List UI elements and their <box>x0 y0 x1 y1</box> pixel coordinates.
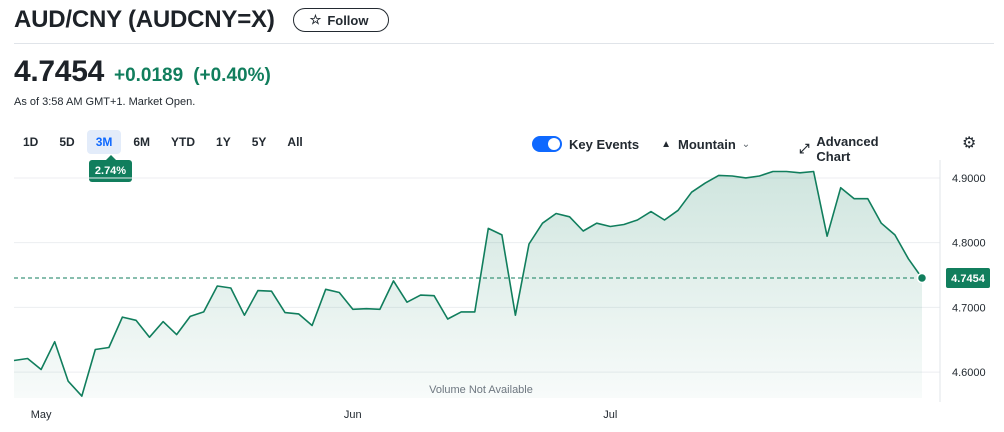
toggle-knob <box>548 138 560 150</box>
header: AUD/CNY (AUDCNY=X) ☆ Follow <box>14 6 390 34</box>
market-status: As of 3:58 AM GMT+1. Market Open. <box>14 96 196 108</box>
follow-button[interactable]: ☆ Follow <box>292 8 390 32</box>
range-5y[interactable]: 5Y <box>251 135 267 149</box>
current-price: 4.7454 <box>14 55 104 88</box>
y-tick-label: 4.7000 <box>952 302 986 314</box>
follow-label: Follow <box>327 12 369 28</box>
range-1d[interactable]: 1D <box>23 135 39 149</box>
range-1y[interactable]: 1Y <box>216 135 231 149</box>
last-price-label: 4.7454 <box>951 273 986 285</box>
key-events-toggle[interactable] <box>532 136 562 152</box>
x-tick-label: Jul <box>603 409 617 421</box>
y-tick-label: 4.6000 <box>952 367 986 379</box>
y-tick-label: 4.9000 <box>952 173 986 185</box>
range-ytd[interactable]: YTD <box>171 135 196 149</box>
key-events-label: Key Events <box>569 136 640 152</box>
range-6m[interactable]: 6M <box>133 135 151 149</box>
advanced-chart-button[interactable]: ⤢ Advanced Chart <box>799 134 879 164</box>
range-all[interactable]: All <box>287 135 303 149</box>
chevron-down-icon: ⌄ <box>741 138 751 150</box>
volume-note: Volume Not Available <box>429 384 533 396</box>
x-tick-label: Jun <box>344 409 362 421</box>
last-price-dot <box>916 272 928 284</box>
price-change-percent: (+0.40%) <box>193 65 271 86</box>
page-title: AUD/CNY (AUDCNY=X) <box>14 6 275 33</box>
x-tick-label: May <box>31 409 52 421</box>
range-selector: 1D 5D 3M 6M YTD 1Y 5Y All <box>14 130 315 154</box>
expand-arrows-icon: ⤢ <box>799 141 810 156</box>
range-3m[interactable]: 3M <box>86 130 122 154</box>
header-divider <box>14 43 994 44</box>
y-tick-label: 4.8000 <box>952 238 986 250</box>
chart-type-label: Mountain <box>678 136 736 152</box>
last-price-tag <box>946 268 990 289</box>
gear-icon[interactable]: ⚙ <box>962 135 977 152</box>
price-area <box>14 171 922 398</box>
price-line <box>13 170 923 397</box>
star-icon: ☆ <box>309 12 322 27</box>
chart-controls: Key Events ▲ Mountain ⌄ ⤢ Advanced Chart… <box>532 134 976 164</box>
range-change-badge: 2.74% <box>89 155 132 182</box>
quote-summary: 4.7454 +0.0189 (+0.40%) <box>14 55 271 89</box>
price-change: +0.0189 <box>113 65 184 86</box>
chart-type-dropdown[interactable]: ▲ Mountain ⌄ <box>661 137 750 152</box>
advanced-chart-label: Advanced Chart <box>816 134 879 164</box>
mountain-icon: ▲ <box>661 138 671 150</box>
range-5d[interactable]: 5D <box>59 135 75 149</box>
